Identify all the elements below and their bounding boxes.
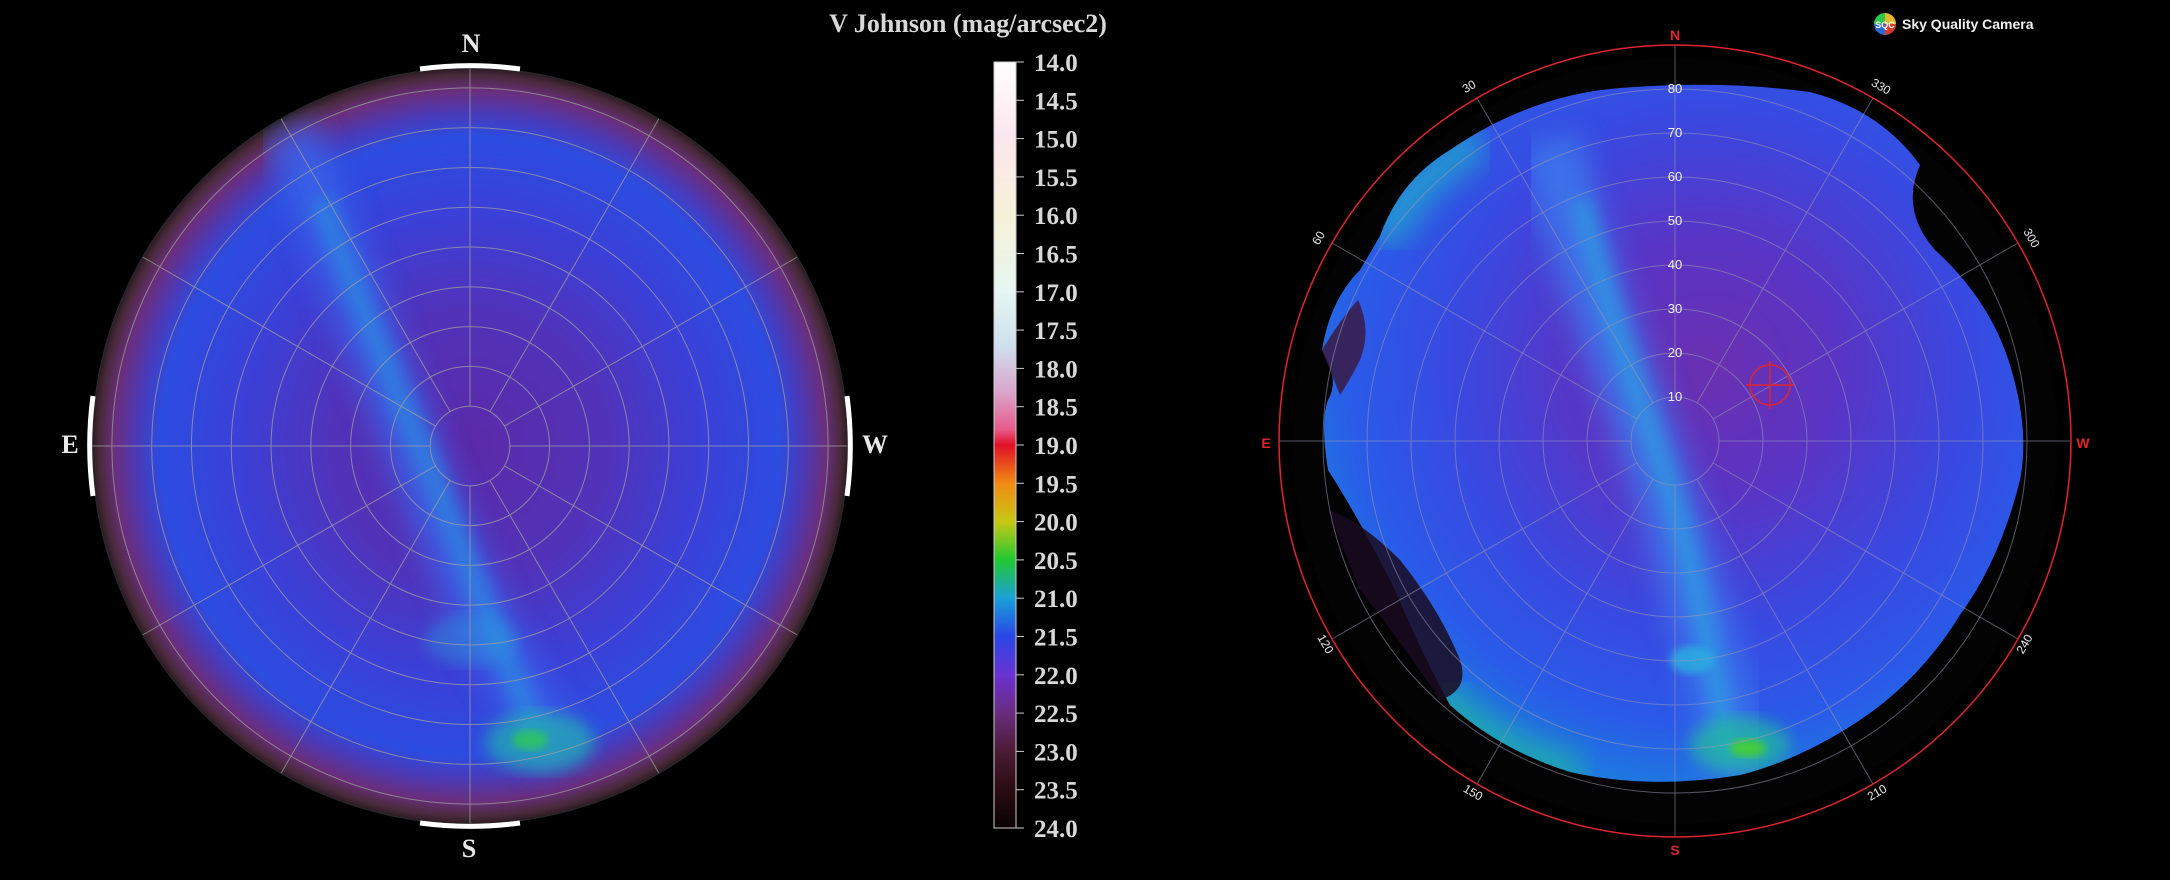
left-azimuth-spoke: [504, 465, 798, 636]
colorbar-tick-label: 15.0: [1034, 127, 1078, 154]
azimuth-label-120: 120: [1314, 632, 1336, 657]
colorbar-tick-label: 14.5: [1034, 88, 1078, 115]
altitude-labels: 80 70 60 50 40 30 20 10: [1668, 81, 1682, 404]
colorbar-tick-label: 16.0: [1034, 203, 1078, 230]
altitude-label: 30: [1668, 301, 1682, 316]
north-edge-cap: [419, 63, 521, 72]
altitude-label: 60: [1668, 169, 1682, 184]
colorbar-tick-label: 21.5: [1034, 625, 1078, 652]
colorbar-tick-label: 22.0: [1034, 663, 1078, 690]
colorbar-gradient: [993, 61, 1017, 829]
right-azimuth-spoke: [1712, 242, 2019, 420]
tree-silhouettes: [1322, 300, 1463, 700]
sqc-logo: SQC Sky Quality Camera: [1874, 13, 2034, 35]
left-sky-disk: [92, 68, 848, 824]
colorbar-ticks: 14.0 14.5 15.0 15.5 16.0 16.5 17.0 17.5 18.0 18.5…: [1016, 50, 1078, 843]
azimuth-label-240: 240: [2013, 632, 2035, 657]
right-south-label: S: [1670, 842, 1679, 858]
left-azimuth-spoke: [489, 480, 660, 774]
colorbar: V Johnson (mag/arcsec2) 14.0 14.5 15.0 15.5…: [829, 9, 1107, 843]
left-azimuth-spoke: [280, 480, 451, 774]
colorbar-tick-label: 18.5: [1034, 395, 1078, 422]
left-east-label: E: [61, 430, 78, 459]
right-horizon-ring: [1278, 44, 2072, 838]
south-edge-cap: [419, 820, 521, 829]
left-azimuth-spoke: [504, 256, 798, 427]
altitude-label: 10: [1668, 389, 1682, 404]
left-azimuth-spoke: [489, 118, 660, 412]
right-sky-map: 80 70 60 50 40 30 20 10 N S E W 30 60 120 150 2…: [1261, 13, 2090, 858]
azimuth-label-210: 210: [1865, 781, 1890, 803]
left-azimuth-spoke: [142, 256, 436, 427]
azimuth-label-330: 330: [1869, 75, 1894, 97]
right-azimuth-spoke: [1476, 97, 1654, 404]
colorbar-tick-label: 20.0: [1034, 510, 1078, 537]
azimuth-label-60: 60: [1309, 228, 1328, 247]
right-azimuth-spoke: [1476, 478, 1654, 785]
colorbar-tick-label: 21.0: [1034, 586, 1078, 613]
azimuth-label-150: 150: [1461, 781, 1486, 803]
altitude-label: 70: [1668, 125, 1682, 140]
left-sky-map: N S E W: [61, 29, 888, 863]
colorbar-tick-label: 20.5: [1034, 548, 1078, 575]
altitude-label: 80: [1668, 81, 1682, 96]
colorbar-tick-label: 14.0: [1034, 50, 1078, 77]
colorbar-tick-label: 16.5: [1034, 242, 1078, 269]
altitude-label: 50: [1668, 213, 1682, 228]
colorbar-tick-label: 17.0: [1034, 280, 1078, 307]
left-azimuth-spoke: [142, 465, 436, 636]
colorbar-tick-label: 23.5: [1034, 778, 1078, 805]
colorbar-tick-label: 19.5: [1034, 471, 1078, 498]
sqc-logo-badge: SQC: [1875, 20, 1895, 30]
colorbar-tick-label: 22.5: [1034, 701, 1078, 728]
colorbar-tick-label: 17.5: [1034, 318, 1078, 345]
east-edge-cap: [87, 395, 96, 497]
left-south-label: S: [462, 834, 476, 863]
left-grid: [92, 68, 848, 824]
altitude-label: 40: [1668, 257, 1682, 272]
right-azimuth-spoke: [1696, 478, 1874, 785]
west-edge-cap: [844, 395, 853, 497]
left-azimuth-spoke: [280, 118, 451, 412]
azimuth-label-300: 300: [2020, 226, 2042, 251]
zenith-crosshair: [1746, 361, 1794, 409]
colorbar-tick-label: 19.0: [1034, 433, 1078, 460]
left-west-label: W: [862, 430, 888, 459]
sqc-logo-text: Sky Quality Camera: [1902, 16, 2034, 32]
right-grid: [1279, 45, 2071, 837]
right-north-label: N: [1670, 27, 1680, 43]
azimuth-label-30: 30: [1460, 77, 1479, 96]
colorbar-tick-label: 24.0: [1034, 816, 1078, 843]
left-north-label: N: [462, 29, 481, 58]
left-milky-way: [264, 120, 595, 774]
altitude-label: 20: [1668, 345, 1682, 360]
right-azimuth-spoke: [1331, 242, 1638, 420]
right-east-label: E: [1261, 435, 1270, 451]
right-west-label: W: [2076, 435, 2090, 451]
colorbar-title: V Johnson (mag/arcsec2): [829, 9, 1107, 38]
colorbar-tick-label: 15.5: [1034, 165, 1078, 192]
right-azimuth-spoke: [1696, 97, 1874, 404]
right-azimuth-spoke: [1331, 462, 1638, 640]
colorbar-tick-label: 18.0: [1034, 356, 1078, 383]
right-azimuth-spoke: [1712, 462, 2019, 640]
colorbar-tick-label: 23.0: [1034, 739, 1078, 766]
